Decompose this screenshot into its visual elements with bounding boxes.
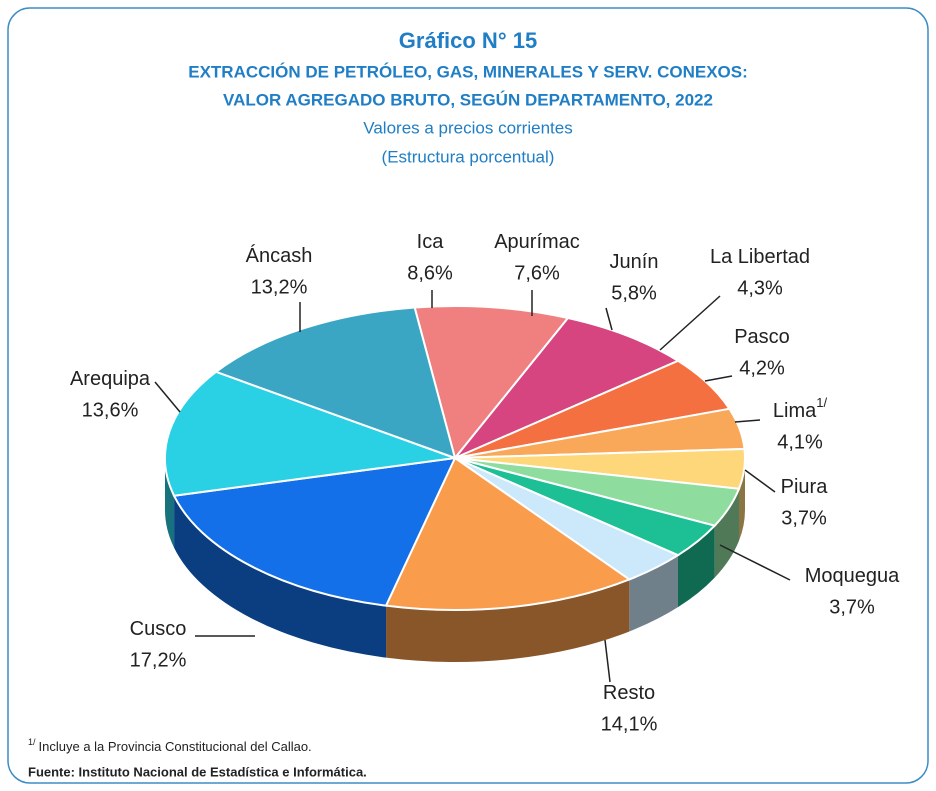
value-label: 13,6%	[82, 399, 139, 421]
value-label: 13,2%	[251, 276, 308, 298]
slice-side	[629, 555, 678, 632]
category-label: Moquegua	[805, 565, 900, 587]
category-name: Resto	[603, 682, 655, 704]
category-name: Junín	[610, 251, 659, 273]
category-label: Pasco	[734, 326, 790, 348]
footnote: 1/Incluye a la Provincia Constitucional …	[28, 737, 312, 754]
chart-title: Gráfico N° 15	[399, 28, 537, 53]
slice-side	[738, 458, 745, 541]
category-label: La Libertad	[710, 246, 810, 268]
slice	[214, 306, 457, 460]
pie-tops	[164, 305, 746, 611]
leader-line	[605, 307, 613, 331]
leader-line	[734, 419, 761, 423]
value-label: 5,8%	[611, 282, 657, 304]
labels: Ica 8,6% Apurímac 7,6% Junín 5,8% La Libertad 4…	[70, 231, 900, 735]
leader-line	[719, 544, 791, 581]
slice	[384, 456, 632, 611]
value-label: 3,7%	[781, 507, 827, 529]
category-name: Moquegua	[805, 565, 900, 587]
leader-line	[704, 375, 733, 382]
category-name: Lima	[773, 400, 817, 422]
category-label: Piura	[781, 476, 829, 498]
leader-line	[604, 639, 611, 683]
note: Valores a precios corrientes	[363, 118, 572, 137]
value-label: 14,1%	[601, 713, 658, 735]
category-label: Ica	[417, 231, 445, 253]
pie-sides	[165, 458, 745, 662]
value-label: 17,2%	[130, 649, 187, 671]
category-name: Piura	[781, 476, 829, 498]
slice	[413, 305, 570, 461]
leader-line	[744, 469, 776, 493]
category-label: Cusco	[130, 618, 187, 640]
value-label: 7,6%	[514, 262, 560, 284]
category-name: Áncash	[246, 244, 313, 267]
value-label: 4,3%	[737, 277, 783, 299]
leader-line	[154, 381, 181, 413]
category-name: Pasco	[734, 326, 790, 348]
category-label: Resto	[603, 682, 655, 704]
value-label: 3,7%	[829, 596, 875, 618]
note: (Estructura porcentual)	[382, 147, 555, 166]
category-name: Arequipa	[70, 368, 151, 390]
subtitle: EXTRACCIÓN DE PETRÓLEO, GAS, MINERALES Y…	[188, 62, 748, 81]
category-label: Apurímac	[494, 231, 580, 253]
category-name: Apurímac	[494, 231, 580, 253]
source: Fuente: Instituto Nacional de Estadístic…	[28, 764, 367, 779]
value-label: 4,2%	[739, 357, 785, 379]
value-label: 4,1%	[777, 431, 823, 453]
category-name: Ica	[417, 231, 445, 253]
footnote-marker: 1/	[28, 737, 36, 747]
slice-side	[386, 579, 630, 662]
slice-side	[174, 495, 387, 658]
category-label: Lima1/	[773, 395, 828, 422]
slice	[164, 370, 456, 497]
slice-side	[714, 488, 739, 578]
subtitle: VALOR AGREGADO BRUTO, SEGÚN DEPARTAMENTO…	[223, 90, 713, 109]
slice	[454, 316, 681, 459]
category-name: La Libertad	[710, 246, 810, 268]
category-label: Junín	[610, 251, 659, 273]
value-label: 8,6%	[407, 262, 453, 284]
slice-side	[677, 525, 715, 608]
footnote-text: Incluye a la Provincia Constitucional de…	[39, 739, 312, 754]
category-label: Arequipa	[70, 368, 151, 390]
category-note: 1/	[816, 395, 827, 410]
leader-line	[659, 295, 721, 351]
slice	[172, 456, 457, 607]
category-label: Áncash	[246, 244, 313, 267]
category-name: Cusco	[130, 618, 187, 640]
